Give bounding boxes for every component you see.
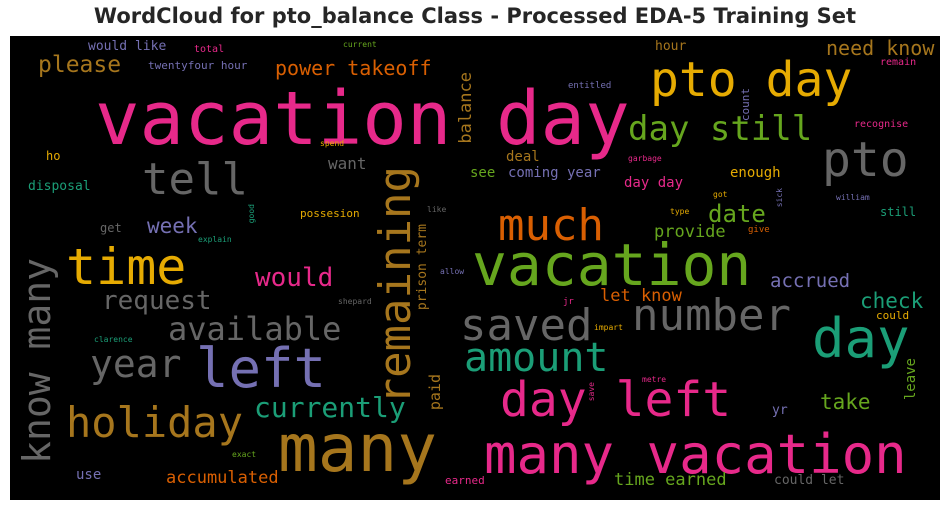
word-vacation-day: vacation day — [95, 76, 630, 162]
word-vacation: vacation — [472, 231, 752, 299]
word-give: give — [748, 225, 770, 235]
word-day-left: day left — [500, 372, 732, 428]
word-paid: paid — [426, 374, 444, 411]
word-would: would — [255, 263, 334, 293]
word-want: want — [328, 154, 367, 173]
word-coming-year: coming year — [508, 165, 601, 181]
word-leave: leave — [903, 358, 919, 401]
word-like: like — [427, 205, 447, 214]
word-day-still: day still — [628, 109, 813, 149]
word-see: see — [470, 165, 496, 181]
word-amount: amount — [464, 335, 609, 381]
word-let-know: let know — [600, 286, 682, 306]
word-yr: yr — [772, 403, 788, 418]
word-count: count — [739, 88, 752, 122]
word-metre: metre — [642, 375, 667, 384]
word-pto-day: pto day — [650, 52, 853, 108]
word-prison-term: prison term — [415, 224, 430, 311]
word-year: year — [90, 342, 182, 386]
word-jr: jr — [563, 297, 574, 307]
word-still: still — [880, 205, 917, 219]
word-enough: enough — [730, 165, 781, 181]
word-accrued: accrued — [770, 270, 851, 292]
chart-title: WordCloud for pto_balance Class - Proces… — [93, 4, 857, 28]
word-recognise: recognise — [854, 119, 909, 130]
word-left: left — [196, 337, 327, 400]
word-got: got — [713, 190, 728, 199]
word-william: william — [836, 193, 870, 202]
word-many-vacation: many vacation — [484, 423, 907, 486]
word-tell: tell — [142, 154, 248, 205]
word-clarence: clarence — [94, 335, 133, 344]
word-could: could — [876, 309, 910, 322]
word-time-earned: time earned — [614, 470, 727, 490]
word-get: get — [100, 221, 122, 235]
word-exact: exact — [232, 450, 257, 459]
word-current: current — [343, 40, 377, 49]
word-holiday: holiday — [66, 398, 244, 447]
word-sick: sick — [775, 188, 784, 208]
word-total: total — [194, 44, 225, 55]
word-provide: provide — [654, 222, 726, 242]
word-please: please — [38, 52, 122, 78]
word-take: take — [820, 390, 871, 414]
word-use: use — [76, 467, 102, 483]
word-check: check — [860, 289, 924, 313]
word-twentyfour-hour: twentyfour hour — [148, 59, 248, 72]
word-ho: ho — [46, 149, 61, 163]
word-power-takeoff: power takeoff — [275, 56, 432, 80]
word-date: date — [708, 200, 766, 228]
word-accumulated: accumulated — [166, 468, 279, 488]
word-explain: explain — [198, 235, 232, 244]
word-know-many: know many — [15, 258, 59, 464]
word-disposal: disposal — [28, 179, 91, 194]
word-save: save — [587, 382, 596, 402]
word-request: request — [102, 286, 212, 316]
word-available: available — [168, 310, 342, 348]
word-type: type — [670, 207, 690, 216]
word-number: number — [632, 290, 791, 341]
word-pto: pto — [822, 132, 909, 188]
word-garbage: garbage — [628, 154, 662, 163]
word-impart: impart — [594, 323, 623, 332]
word-earned: earned — [445, 474, 485, 487]
word-good: good — [247, 204, 256, 224]
word-need-know: need know — [826, 36, 935, 60]
word-could-let: could let — [774, 473, 845, 488]
word-shepard: shepard — [338, 297, 372, 306]
word-spend: spend — [320, 139, 345, 148]
word-day: day — [812, 307, 910, 370]
word-deal: deal — [506, 149, 540, 165]
word-remain: remain — [880, 57, 917, 68]
word-balance: balance — [456, 72, 476, 144]
word-allow: allow — [440, 267, 465, 276]
word-day-day: day day — [624, 175, 684, 191]
word-many: many — [278, 410, 437, 487]
word-hour: hour — [655, 39, 687, 54]
word-week: week — [147, 214, 198, 238]
word-would-like: would like — [88, 39, 167, 54]
wordcloud-canvas: vacation day pto day many many vacation … — [10, 36, 940, 500]
word-entitled: entitled — [568, 81, 612, 91]
word-possesion: possesion — [300, 207, 360, 220]
word-much: much — [498, 200, 604, 251]
word-time: time — [66, 238, 187, 296]
word-currently: currently — [254, 391, 406, 424]
word-remaining: remaining — [370, 166, 421, 405]
word-saved: saved — [460, 300, 593, 351]
